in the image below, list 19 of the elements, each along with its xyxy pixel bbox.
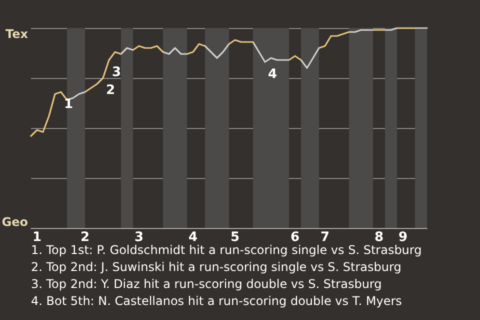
text: Geo bbox=[2, 215, 28, 229]
text: Tex bbox=[6, 27, 28, 41]
annotation: 3 bbox=[112, 65, 122, 80]
annotation: 1 bbox=[64, 97, 74, 112]
x-tick-label: 6 bbox=[290, 230, 300, 245]
x-tick-label: 1 bbox=[32, 230, 42, 245]
text: 2. Top 2nd: J. Suwinski hit a run-scoring single vs S. Strasburg bbox=[31, 260, 402, 274]
text: 4. Bot 5th: N. Castellanos hit a run-scoring double vs T. Myers bbox=[31, 294, 402, 308]
x-tick-label: 3 bbox=[134, 230, 144, 245]
x-tick-label: 5 bbox=[230, 230, 240, 245]
annotation: 4 bbox=[268, 67, 278, 82]
x-tick-label: 4 bbox=[188, 230, 198, 245]
annotation: 2 bbox=[106, 83, 116, 98]
text: 1. Top 1st: P. Goldschmidt hit a run-scoring single vs S. Strasburg bbox=[31, 243, 422, 257]
x-tick-label: 2 bbox=[80, 230, 90, 245]
x-tick-label: 8 bbox=[374, 230, 384, 245]
text: 3. Top 2nd: Y. Diaz hit a run-scoring double vs S. Strasburg bbox=[31, 277, 382, 291]
x-tick-label: 7 bbox=[320, 230, 330, 245]
x-tick-label: 9 bbox=[398, 230, 408, 245]
